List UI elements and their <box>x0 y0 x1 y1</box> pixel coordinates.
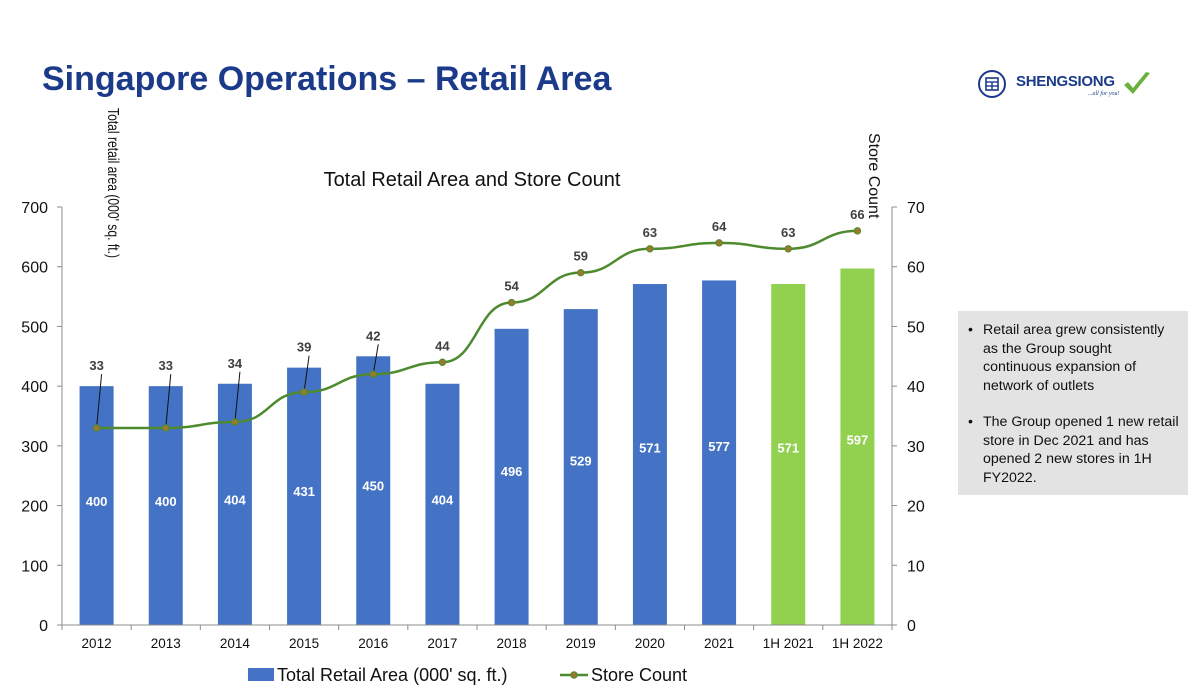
y-axis-label: Total retail area (000' sq. ft.) <box>104 108 121 258</box>
store-count-label: 66 <box>850 207 864 222</box>
bar <box>840 268 875 625</box>
store-count-point <box>507 298 516 307</box>
bar-value-label: 571 <box>639 441 661 456</box>
y2-tick-label: 30 <box>907 439 925 456</box>
bar-value-label: 529 <box>570 454 592 469</box>
y2-tick-label: 70 <box>907 200 925 217</box>
bar-value-label: 404 <box>224 493 246 508</box>
store-count-point <box>92 424 101 432</box>
bar-value-label: 450 <box>362 478 384 493</box>
store-count-label: 33 <box>89 358 103 373</box>
commentary-item: Retail area grew consistently as the Gro… <box>966 321 1180 395</box>
x-tick-label: 2018 <box>497 636 527 651</box>
bar-value-label: 431 <box>293 484 315 499</box>
bar-value-label: 400 <box>155 494 177 509</box>
x-tick-label: 2019 <box>566 636 596 651</box>
y-tick-label: 600 <box>21 260 48 277</box>
logo-tagline: ...all for you! <box>1088 91 1120 97</box>
leader-line <box>372 344 379 375</box>
bar-value-label: 496 <box>501 464 523 479</box>
logo-brand-text: SHENGSIONG <box>1016 73 1115 90</box>
store-count-line <box>96 229 858 430</box>
store-count-point <box>369 370 377 378</box>
bar <box>425 383 460 625</box>
y-tick-label: 100 <box>21 558 48 575</box>
store-count-label: 34 <box>228 356 243 371</box>
store-count-label: 54 <box>504 279 519 294</box>
bar-value-label: 404 <box>432 493 454 508</box>
y-tick-label: 400 <box>21 379 48 396</box>
x-tick-label: 2016 <box>358 636 388 651</box>
leader-line <box>96 374 103 428</box>
y2-axis-label: Store Count <box>865 133 882 219</box>
store-count-point <box>715 239 723 247</box>
x-tick-label: 2017 <box>427 636 457 651</box>
legend-marker-store-count <box>570 671 578 679</box>
logo-emblem-icon <box>978 70 1006 98</box>
bar <box>356 356 391 625</box>
x-tick-label: 2012 <box>82 636 112 651</box>
store-count-label: 59 <box>574 249 588 264</box>
bar-value-label: 577 <box>708 439 730 454</box>
bar <box>632 284 667 625</box>
y-tick-label: 200 <box>21 499 48 516</box>
x-tick-label: 1H 2021 <box>763 636 814 651</box>
y2-tick-label: 60 <box>907 260 925 277</box>
store-count-label: 63 <box>781 225 795 240</box>
y2-tick-label: 50 <box>907 319 925 336</box>
legend-swatch-retail-area <box>248 668 274 681</box>
store-count-point <box>162 424 170 432</box>
legend-label-store-count: Store Count <box>591 665 687 685</box>
commentary-list: Retail area grew consistently as the Gro… <box>966 321 1180 487</box>
store-count-point <box>300 388 308 396</box>
commentary-item: The Group opened 1 new retail store in D… <box>966 413 1180 487</box>
bar <box>563 309 598 625</box>
x-tick-label: 2020 <box>635 636 665 651</box>
store-count-point <box>438 358 447 366</box>
store-count-label: 39 <box>297 340 311 355</box>
bar-value-label: 597 <box>847 433 869 448</box>
y2-tick-label: 10 <box>907 558 925 575</box>
bar-value-label: 571 <box>777 441 799 456</box>
store-count-label: 42 <box>366 328 380 343</box>
store-count-point <box>231 418 239 426</box>
y-tick-label: 300 <box>21 439 48 456</box>
y2-tick-label: 0 <box>907 618 916 635</box>
store-count-label: 33 <box>159 358 173 373</box>
commentary-box: Retail area grew consistently as the Gro… <box>958 311 1188 495</box>
y-tick-label: 700 <box>21 200 48 217</box>
company-logo: SHENGSIONG ...all for you! <box>976 66 1176 106</box>
leader-line <box>165 374 172 428</box>
leader-line <box>303 355 310 393</box>
slide-title: Singapore Operations – Retail Area <box>42 60 612 98</box>
bar <box>771 284 806 625</box>
checkmark-icon <box>1124 72 1150 94</box>
x-tick-label: 1H 2022 <box>832 636 883 651</box>
x-tick-label: 2015 <box>289 636 319 651</box>
store-count-label: 63 <box>643 225 657 240</box>
x-tick-label: 2013 <box>151 636 181 651</box>
bar-value-label: 400 <box>86 494 108 509</box>
legend-label-retail-area: Total Retail Area (000' sq. ft.) <box>277 665 508 685</box>
store-count-label: 44 <box>435 338 450 353</box>
leader-line <box>234 371 241 423</box>
store-count-point <box>646 245 654 253</box>
store-count-point <box>784 245 792 253</box>
x-tick-label: 2014 <box>220 636 251 651</box>
store-count-label: 64 <box>712 219 727 234</box>
bar <box>494 328 529 625</box>
bar <box>702 280 737 625</box>
y-tick-label: 500 <box>21 319 48 336</box>
chart-title: Total Retail Area and Store Count <box>324 169 621 191</box>
store-count-point <box>853 227 862 235</box>
y-tick-label: 0 <box>39 618 48 635</box>
y2-tick-label: 40 <box>907 379 925 396</box>
bar <box>287 367 322 625</box>
y2-tick-label: 20 <box>907 499 925 516</box>
x-tick-label: 2021 <box>704 636 734 651</box>
store-count-point <box>577 268 585 277</box>
